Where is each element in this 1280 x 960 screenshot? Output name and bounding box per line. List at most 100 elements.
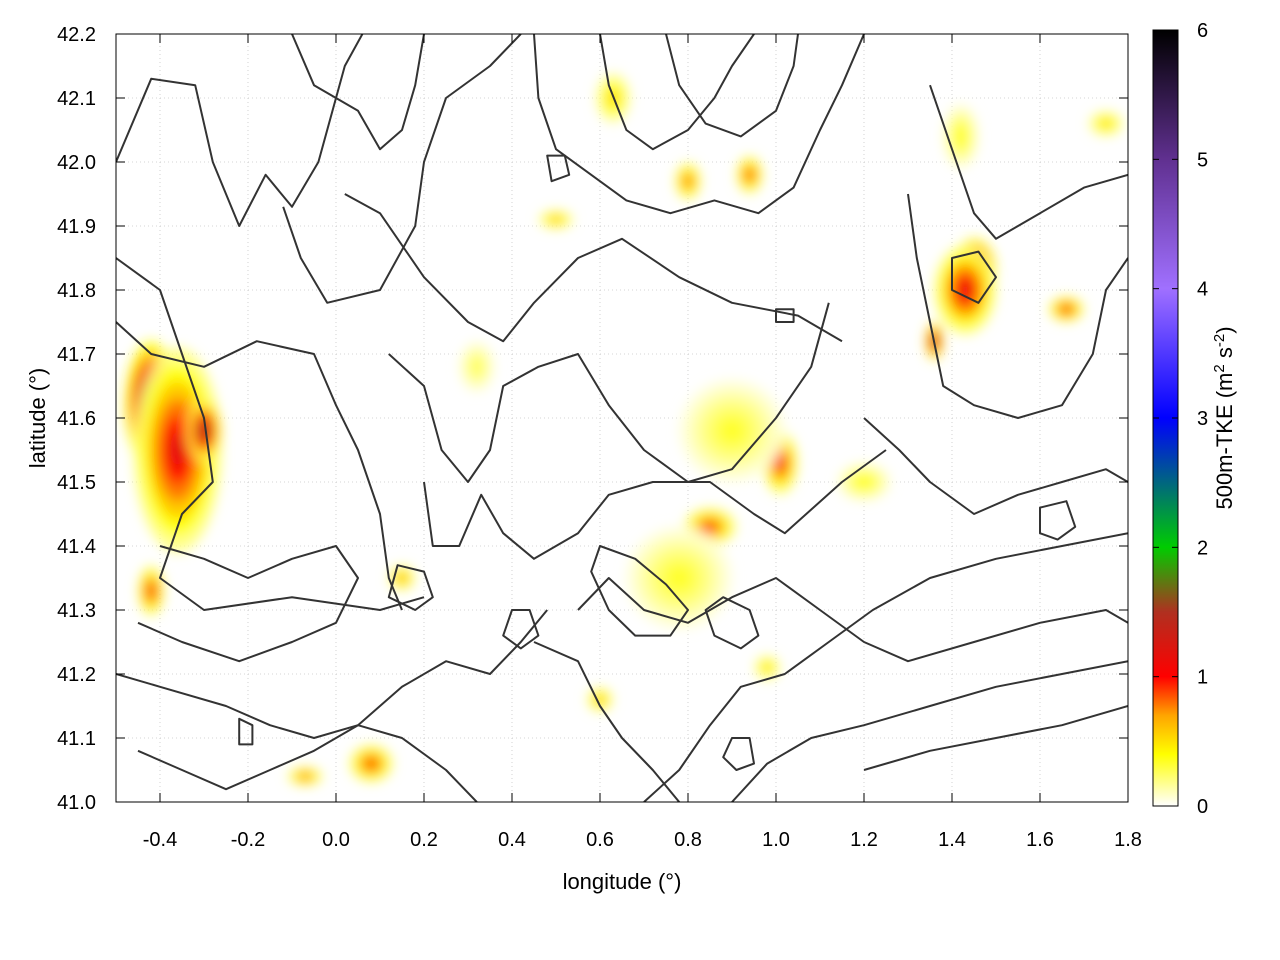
tke-blob-7-level-5	[1063, 307, 1070, 312]
contour-line-5	[388, 302, 830, 483]
y-tick-label-41p2: 41.2	[57, 664, 96, 686]
contour-line-15	[907, 193, 1128, 419]
y-tick-label-41p7: 41.7	[57, 344, 96, 366]
contour-line-10	[533, 641, 680, 802]
contour-line-21	[291, 34, 425, 151]
contour-line-2	[116, 257, 425, 611]
colorbar-title-sup1: 2	[1211, 364, 1228, 372]
closed-contour-0	[590, 545, 689, 637]
x-tick-label-0p4: 0.4	[498, 829, 526, 851]
y-tick-label-41p3: 41.3	[57, 600, 96, 622]
tke-blob-5	[934, 245, 996, 335]
contour-line-7	[137, 545, 359, 663]
colorbar-tick-label-6: 6	[1197, 20, 1208, 42]
tke-blob-21-level-5	[597, 697, 603, 702]
x-tick-label-0p2: 0.2	[410, 829, 438, 851]
grid-lines	[116, 34, 1128, 802]
contour-line-19	[533, 34, 865, 215]
contour-line-1	[116, 321, 403, 611]
tke-blob-19	[943, 104, 979, 169]
x-tick-labels: -0.4 -0.2 0.0 0.2 0.4 0.6 0.8 1.0 1.2 1.4 1.6 1.8	[143, 829, 1142, 851]
tke-blob-24	[837, 462, 891, 502]
y-tick-label-41p1: 41.1	[57, 728, 96, 750]
tke-blob-20	[1088, 110, 1124, 137]
closed-contour-4	[951, 250, 997, 304]
tke-blob-9-level-5	[705, 523, 715, 530]
tke-blob-18-level-5	[553, 218, 559, 222]
contour-line-16	[929, 84, 1128, 240]
y-tick-label-41p4: 41.4	[57, 536, 96, 558]
axis-ticks	[116, 33, 1129, 803]
contour-line-11	[577, 577, 1128, 663]
tke-blob-15	[349, 744, 394, 783]
colorbar-tick-label-2: 2	[1197, 537, 1208, 559]
contour-line-6	[423, 449, 887, 560]
closed-contour-3	[387, 564, 434, 611]
tke-blob-3	[138, 565, 165, 617]
contour-line-14	[863, 705, 1128, 771]
tke-blob-22	[754, 654, 781, 681]
closed-contour-2	[502, 609, 540, 650]
y-tick-label-42: 42.0	[57, 152, 96, 174]
colorbar-ticks: 0 1 2 3 4 5 6	[1153, 20, 1208, 818]
tke-blob-23-level-5	[473, 362, 480, 372]
tke-blob-2	[186, 398, 222, 463]
colorbar-title: 500m-TKE (m2 s-2)	[1211, 326, 1237, 509]
colorbar-title-sup2: -2	[1211, 334, 1228, 347]
tke-blob-18	[538, 210, 574, 230]
y-tick-label-42p1: 42.1	[57, 88, 96, 110]
tke-blob-12	[736, 155, 763, 194]
contour-line-9	[137, 724, 478, 802]
y-axis-title: latitude (°)	[25, 368, 50, 469]
colorbar-tick-label-4: 4	[1197, 279, 1208, 301]
tke-blob-20-level-5	[1103, 121, 1109, 126]
contour-line-0	[116, 34, 364, 227]
y-tick-label-42p2: 42.2	[57, 24, 96, 46]
contour-line-12	[643, 532, 1128, 802]
x-tick-label-1p6: 1.6	[1026, 829, 1054, 851]
tke-blob-11	[626, 526, 732, 630]
y-tick-label-41p8: 41.8	[57, 280, 96, 302]
closed-contour-7	[722, 737, 755, 771]
closed-contour-9	[775, 308, 795, 323]
tke-blob-21	[586, 686, 614, 713]
x-tick-label-m0p4: -0.4	[143, 829, 177, 851]
y-tick-label-41: 41.0	[57, 792, 96, 814]
colorbar-tick-label-1: 1	[1197, 667, 1208, 689]
tke-blob-14	[595, 72, 631, 124]
tke-blob-7	[1048, 296, 1084, 323]
x-tick-label-0p6: 0.6	[586, 829, 614, 851]
contour-line-18	[599, 34, 755, 151]
closed-contour-5	[1039, 500, 1077, 541]
x-tick-label-1p8: 1.8	[1114, 829, 1142, 851]
colorbar-tick-label-0: 0	[1197, 796, 1208, 818]
tke-blob-24-level-5	[859, 478, 869, 486]
x-tick-label-0p8: 0.8	[674, 829, 702, 851]
contour-line-13	[731, 660, 1128, 802]
x-tick-label-1p4: 1.4	[938, 829, 966, 851]
y-tick-label-41p9: 41.9	[57, 216, 96, 238]
x-tick-label-1p2: 1.2	[850, 829, 878, 851]
contour-line-4	[344, 193, 843, 343]
terrain-contours	[116, 34, 1128, 802]
closed-contour-1	[704, 596, 760, 650]
tke-blob-11-level-5	[670, 569, 688, 587]
colorbar-tick-label-5: 5	[1197, 149, 1208, 171]
y-tick-label-41p6: 41.6	[57, 408, 96, 430]
x-tick-label-1: 1.0	[762, 829, 790, 851]
tke-blob-16	[287, 766, 323, 787]
x-tick-label-m0p2: -0.2	[231, 829, 265, 851]
contour-line-20	[665, 34, 799, 138]
tke-blob-5-level-5	[960, 282, 971, 298]
tke-blob-19-level-5	[957, 131, 964, 142]
tke-blob-22-level-5	[765, 665, 770, 670]
tke-blob-10	[679, 379, 785, 482]
closed-contour-8	[238, 717, 254, 746]
colorbar-title-mid: s	[1212, 347, 1237, 364]
colorbar-title-end: )	[1212, 326, 1237, 333]
x-axis-title: longitude (°)	[563, 869, 682, 894]
x-tick-label-0: 0.0	[322, 829, 350, 851]
tke-blob-1-level-5	[170, 432, 185, 468]
y-tick-labels: 41.0 41.1 41.2 41.3 41.4 41.5 41.6 41.7 41.8 41.9…	[57, 24, 96, 814]
contour-line-17	[863, 417, 1128, 515]
